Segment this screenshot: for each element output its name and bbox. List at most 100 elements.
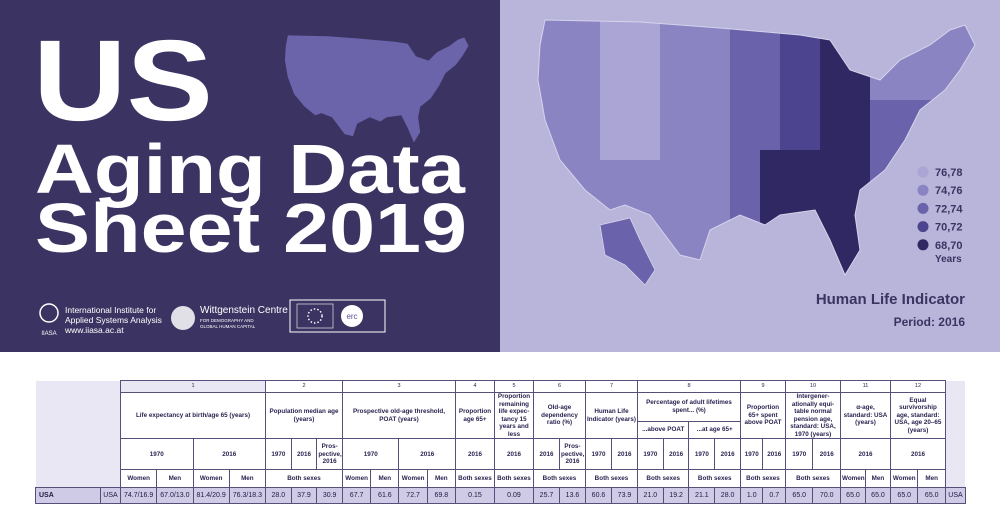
group-number: 8 [636, 380, 741, 393]
sex-header: Women [119, 469, 158, 489]
value-cell: 21.1 [688, 487, 716, 505]
year-header: Pros-pective, 2016 [558, 438, 586, 471]
group-number: 9 [739, 380, 786, 393]
title-line: Sheet 2019 [35, 189, 467, 267]
group-title: Old-age dependency ratio (%) [532, 391, 586, 440]
logo-text: Applied Systems Analysis [65, 315, 162, 325]
group-number: 12 [889, 380, 946, 393]
value-cell: 72.7 [398, 487, 428, 505]
map-legend: 76,78 74,76 72,74 70,72 68,70 [917, 166, 963, 252]
group-number: 2 [265, 380, 343, 393]
value-cell: 28.0 [714, 487, 741, 505]
sex-header: Men [917, 469, 946, 489]
year-header: 2016 [812, 438, 841, 471]
group-sub: ...at age 65+ [688, 420, 741, 440]
map-title: Human Life Indicator [816, 291, 965, 308]
value-cell: 81.4/20.9 [192, 487, 230, 505]
legend-swatch [917, 166, 929, 178]
year-header: 2016 [839, 438, 891, 471]
value-cell: 37.9 [290, 487, 318, 505]
year-header: 1970 [265, 438, 292, 471]
sex-row: Women Men Women Men Both sexes Women Men Women M… [36, 469, 966, 489]
legend-swatch [917, 184, 929, 196]
year-header: Pros-pective, 2016 [316, 438, 343, 471]
year-header: 1970 [584, 438, 612, 471]
year-header: 2016 [493, 438, 534, 471]
legend-swatch [917, 202, 929, 214]
group-title: Proportion remaining life expec-tancy 15… [493, 391, 534, 440]
legend-label: 70,72 [935, 222, 963, 234]
sex-header: Both sexes [688, 469, 741, 489]
year-header: 2016 [454, 438, 495, 471]
year-header: 2016 [762, 438, 786, 471]
sex-header: Women [889, 469, 919, 489]
year-header: 2016 [662, 438, 690, 471]
value-cell: 65.0 [839, 487, 866, 505]
sex-header: Men [156, 469, 194, 489]
logo-text: erc [346, 312, 357, 321]
value-cell: 60.6 [584, 487, 612, 505]
blank [35, 380, 121, 488]
logo-text: Wittgenstein Centre [200, 305, 288, 316]
group-number: 3 [341, 380, 456, 393]
group-number: 10 [784, 380, 841, 393]
sex-header: Both sexes [739, 469, 786, 489]
year-header: 2016 [192, 438, 266, 471]
year-row: 1970 2016 1970 2016 Pros-pective, 2016 1970 20… [36, 438, 966, 471]
value-cell: 0.09 [493, 487, 534, 505]
group-title: Proportion 65+ spent above POAT [739, 391, 786, 440]
country-code: USA [100, 487, 121, 505]
eu-erc-logo: erc [289, 299, 386, 333]
year-header: 1970 [120, 438, 194, 471]
sex-header: Women [839, 469, 866, 489]
value-cell: 74.7/16.9 [119, 487, 158, 505]
year-header: 2016 [532, 438, 560, 471]
sex-header: Men [426, 469, 456, 489]
data-table: 1 2 3 4 5 6 7 8 9 10 11 12 Life expectancy at birth/… [35, 380, 966, 505]
value-cell: 67.7 [341, 487, 372, 505]
logo-text: www.iiasa.ac.at [64, 325, 124, 335]
value-cell: 70.0 [812, 487, 841, 505]
legend-label: 74,76 [935, 185, 963, 197]
group-number: 5 [493, 380, 534, 393]
value-cell: 13.6 [558, 487, 586, 505]
year-header: 2016 [290, 438, 318, 471]
group-title: Prospective old-age threshold, POAT (yea… [341, 391, 456, 440]
sex-header: Both sexes [532, 469, 586, 489]
group-title: Intergener-ationally equi-table normal p… [784, 391, 841, 440]
value-cell: 76.3/18.3 [228, 487, 267, 505]
number-row: 1 2 3 4 5 6 7 8 9 10 11 12 [35, 380, 966, 488]
sex-header: Men [370, 469, 400, 489]
legend-swatch [917, 239, 929, 251]
year-header: 2016 [398, 438, 456, 471]
value-cell: 25.7 [532, 487, 560, 505]
value-cell: 21.0 [636, 487, 664, 505]
value-cell: 65.0 [889, 487, 919, 505]
country-name: USA [35, 487, 101, 505]
sex-header: Both sexes [784, 469, 841, 489]
year-header: 1970 [739, 438, 764, 471]
year-header: 2016 [889, 438, 946, 471]
group-title: Population median age (years) [265, 391, 343, 440]
value-cell: 30.9 [316, 487, 343, 505]
value-cell: 69.8 [426, 487, 456, 505]
year-header: 1970 [341, 438, 400, 471]
sex-header: Men [228, 469, 267, 489]
group-number: 4 [454, 380, 495, 393]
group-title: α-age, standard: USA (years) [839, 391, 891, 440]
legend-label: 76,78 [935, 167, 963, 179]
value-cell: 73.9 [610, 487, 638, 505]
year-header: 1970 [688, 438, 716, 471]
country-code: USA [944, 487, 966, 505]
value-cell: 0.15 [454, 487, 495, 505]
value-cell: 61.6 [370, 487, 400, 505]
sex-header: Women [398, 469, 428, 489]
header-banner: 76,78 74,76 72,74 70,72 68,70 Years Human Li… [0, 0, 1000, 352]
legend-label: 68,70 [935, 240, 963, 252]
group-number: 11 [839, 380, 891, 393]
sex-header: Women [341, 469, 372, 489]
title-line: US [33, 17, 213, 145]
year-header: 2016 [610, 438, 638, 471]
value-cell: 28.0 [265, 487, 292, 505]
